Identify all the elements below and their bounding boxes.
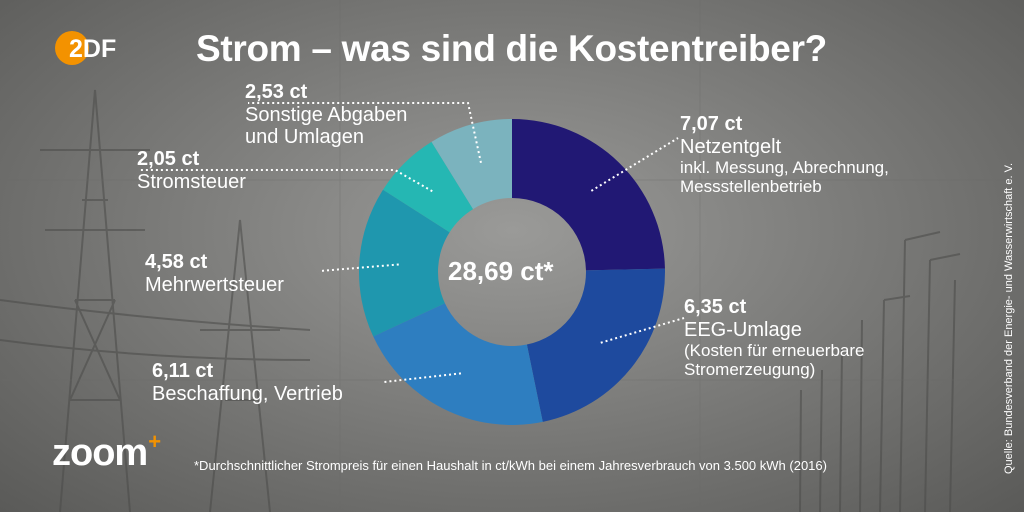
zdf-logo: 2DF [55,31,116,65]
leader-line [319,263,399,272]
category-label: EEG-Umlage [684,318,802,341]
value-label: 7,07 ct [680,113,743,135]
value-label: 2,05 ct [137,148,200,170]
zoom-logo: zoom+ [52,431,161,474]
zdf-logo-text: 2DF [69,35,116,63]
donut-slice [512,119,665,271]
value-label: 2,53 ct [245,81,308,103]
zoom-logo-text: zoom [52,432,148,474]
label-eeg-umlage: 6,35 ct EEG-Umlage (Kosten für erneuerba… [684,296,865,380]
category-label: und Umlagen [245,126,364,149]
center-total: 28,69 ct* [448,256,554,286]
chart-title: Strom – was sind die Kostentreiber? [196,28,827,69]
label-stromsteuer: 2,05 ct Stromsteuer [137,148,246,193]
label-mehrwertsteuer: 4,58 ct Mehrwertsteuer [145,251,284,296]
source-note: Quelle: Bundesverband der Energie- und W… [1003,162,1015,474]
footnote: *Durchschnittlicher Strompreis für einen… [194,458,827,473]
sub-label: Stromerzeugung) [684,360,816,380]
sub-label: (Kosten für erneuerbare [684,341,865,361]
value-label: 4,58 ct [145,251,208,273]
value-label: 6,11 ct [152,360,214,382]
donut-slice [526,268,665,422]
category-label: Beschaffung, Vertrieb [152,382,343,405]
label-beschaffung: 6,11 ct Beschaffung, Vertrieb [152,360,343,405]
zoom-logo-plus: + [148,429,161,454]
sub-label: Messstellenbetrieb [680,177,822,197]
leader-line [248,102,482,164]
category-label: Mehrwertsteuer [145,273,284,296]
category-label: Netzentgelt [680,135,782,158]
leader-line [590,137,679,192]
label-sonstige: 2,53 ct Sonstige Abgaben und Umlagen [245,81,407,149]
donut-slice [431,119,512,210]
category-label: Sonstige Abgaben [245,103,408,126]
donut-slice [383,141,474,233]
label-netzentgelt: 7,07 ct Netzentgelt inkl. Messung, Abrec… [680,113,889,197]
value-label: 6,35 ct [684,296,747,318]
category-label: Stromsteuer [137,170,246,193]
sub-label: inkl. Messung, Abrechnung, [680,158,889,178]
donut-slice [373,303,543,425]
donut-slice [358,189,450,337]
